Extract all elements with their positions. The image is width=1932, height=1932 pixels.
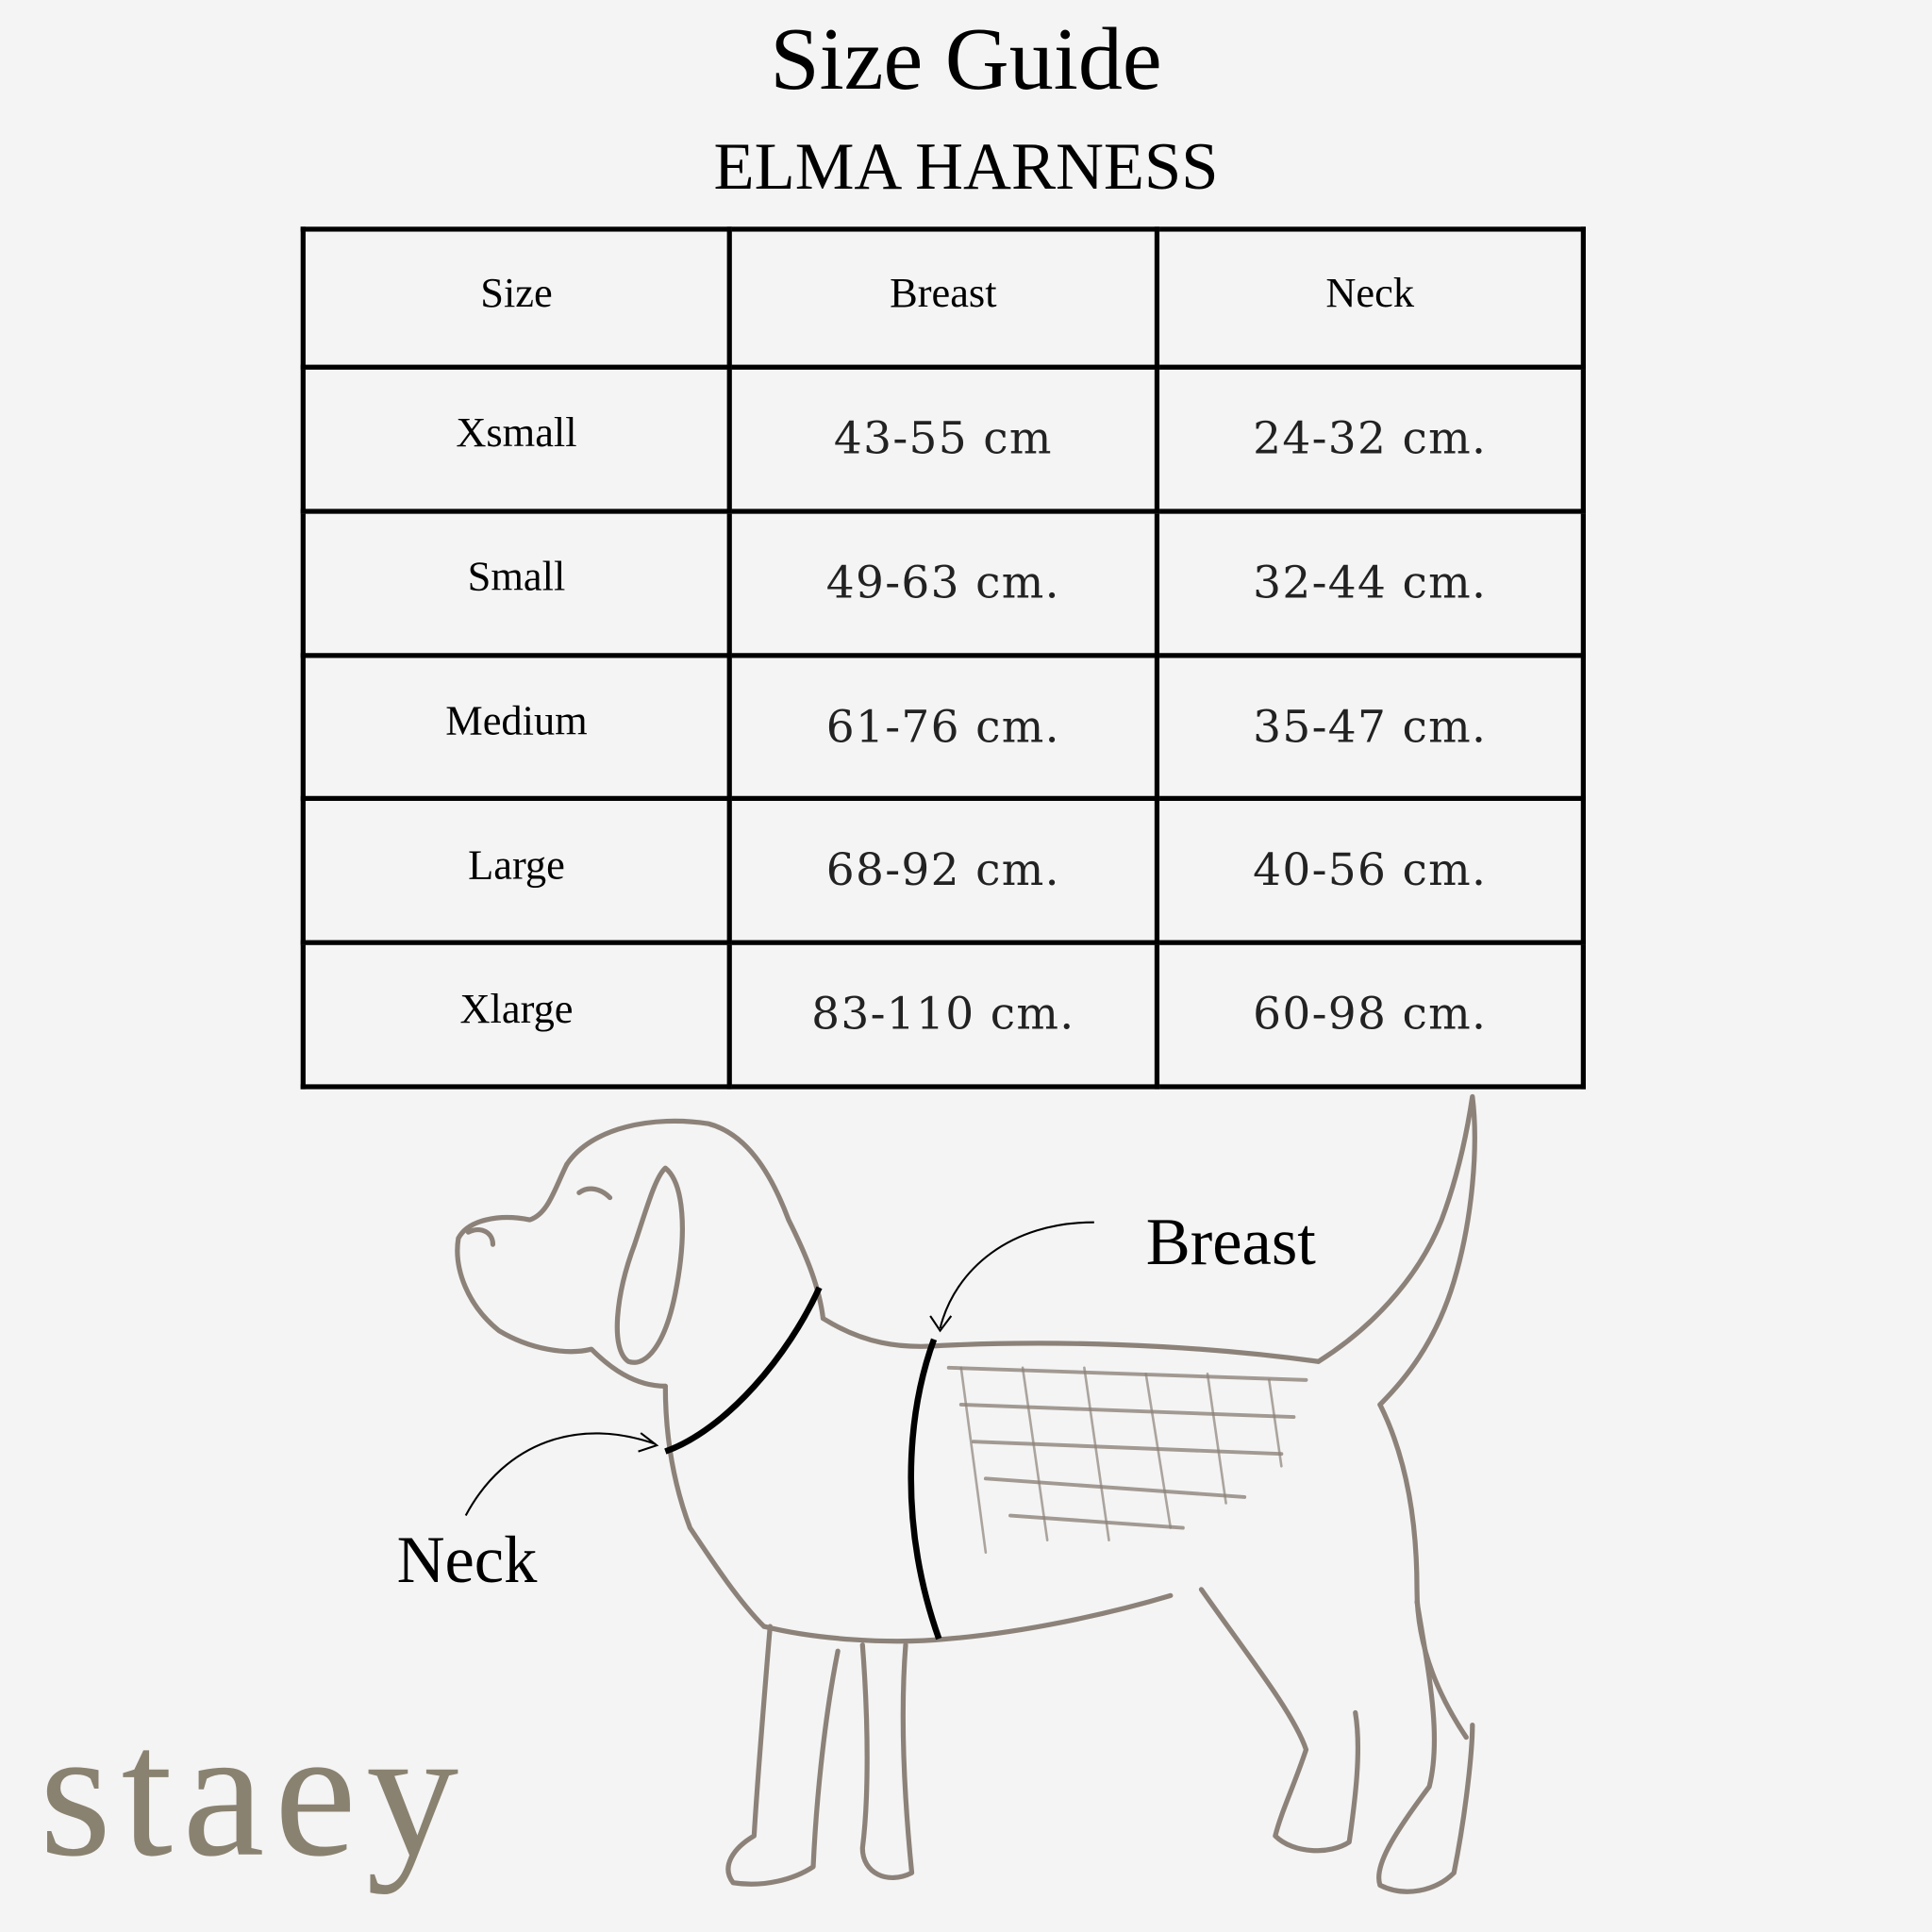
size-cell: Large (300, 796, 733, 945)
breast-label: Breast (1145, 1205, 1316, 1279)
page-title: Size Guide (770, 9, 1162, 108)
size-table: Size Breast Neck Xsmall 43-55 cm 24-32 c… (300, 226, 1586, 1090)
table-row: Large 68-92 cm. 40-56 cm. (300, 796, 1586, 945)
table-row: Small 49-63 cm. 32-44 cm. (300, 508, 1586, 658)
neck-cell: 60-98 cm. (1154, 940, 1586, 1090)
breast-arrow-icon (929, 1221, 1094, 1333)
table-row: Xsmall 43-55 cm 24-32 cm. (300, 364, 1586, 514)
neck-cell: 32-44 cm. (1154, 508, 1586, 658)
column-header-size: Size (300, 226, 733, 370)
size-cell: Medium (300, 652, 733, 802)
product-name: ELMA HARNESS (713, 129, 1219, 204)
neck-arrow-icon (464, 1432, 659, 1517)
neck-measure-line (664, 1286, 823, 1455)
neck-cell: 24-32 cm. (1154, 364, 1586, 514)
table-row: Medium 61-76 cm. 35-47 cm. (300, 652, 1586, 802)
breast-cell: 49-63 cm. (727, 508, 1159, 658)
breast-cell: 43-55 cm (727, 364, 1159, 514)
brand-logo: staey (39, 1690, 469, 1895)
size-cell: Xlarge (300, 940, 733, 1090)
table-row: Xlarge 83-110 cm. 60-98 cm. (300, 940, 1586, 1090)
size-cell: Xsmall (300, 364, 733, 514)
breast-cell: 83-110 cm. (727, 940, 1159, 1090)
breast-measure-line (908, 1338, 942, 1641)
column-header-breast: Breast (727, 226, 1159, 370)
dog-sketch (455, 1093, 1477, 1894)
neck-cell: 40-56 cm. (1154, 796, 1586, 945)
neck-cell: 35-47 cm. (1154, 652, 1586, 802)
neck-label: Neck (396, 1523, 538, 1597)
column-header-neck: Neck (1154, 226, 1586, 370)
size-cell: Small (300, 508, 733, 658)
table-header-row: Size Breast Neck (300, 226, 1586, 370)
breast-cell: 68-92 cm. (727, 796, 1159, 945)
breast-cell: 61-76 cm. (727, 652, 1159, 802)
